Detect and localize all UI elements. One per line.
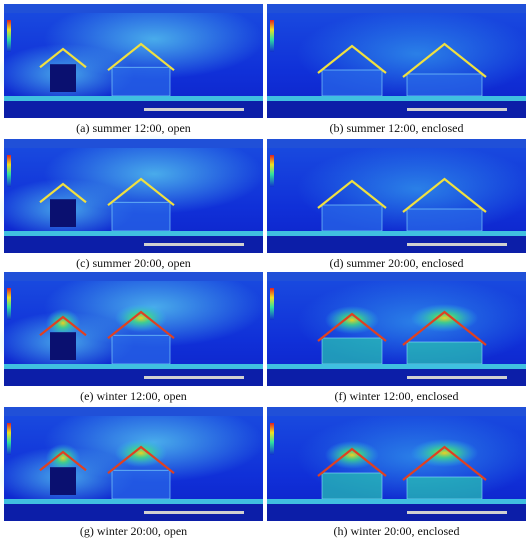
header-strip	[267, 139, 526, 148]
panel-caption: (d) summer 20:00, enclosed	[330, 256, 464, 270]
panel-caption: (c) summer 20:00, open	[76, 256, 191, 270]
simulation-panel: (c) summer 20:00, open	[0, 134, 264, 270]
header-strip	[4, 139, 263, 148]
heat-spot	[325, 306, 379, 334]
simulation-panel: (d) summer 20:00, enclosed	[267, 139, 530, 270]
ground-base	[267, 236, 526, 253]
simulation-panel: (b) summer 12:00, enclosed	[267, 4, 530, 135]
house-roof	[39, 315, 87, 337]
ground-base	[4, 101, 263, 118]
house-wall	[111, 334, 171, 365]
ground	[4, 364, 263, 369]
house-wall	[111, 469, 171, 500]
header-strip	[4, 407, 263, 416]
simulation-panel: (h) winter 20:00, enclosed	[267, 407, 530, 538]
house-opening	[50, 64, 76, 92]
house-opening	[50, 332, 76, 360]
legend-bar	[270, 155, 274, 187]
ground-base	[4, 369, 263, 386]
panel-caption: (h) winter 20:00, enclosed	[334, 524, 460, 538]
ground	[267, 96, 526, 101]
house-roof	[402, 42, 487, 78]
heat-spot	[45, 309, 81, 337]
heat-spot	[410, 304, 479, 332]
ground-base	[267, 504, 526, 521]
panel-caption: (b) summer 12:00, enclosed	[330, 121, 464, 135]
legend-bar	[7, 20, 11, 52]
house-roof	[402, 445, 487, 481]
ground	[267, 364, 526, 369]
scale-bar	[144, 511, 244, 514]
panel-caption: (f) winter 12:00, enclosed	[335, 389, 459, 403]
ground	[267, 231, 526, 236]
house-wall	[406, 341, 483, 365]
legend-bar	[270, 423, 274, 455]
simulation-panel: (e) winter 12:00, open	[0, 267, 264, 403]
scale-bar	[407, 108, 507, 111]
heat-spot	[45, 444, 81, 472]
ground	[4, 231, 263, 236]
house-roof	[317, 179, 387, 209]
house-wall	[321, 69, 383, 97]
house-roof	[107, 445, 175, 475]
house-roof	[317, 447, 387, 477]
house-roof	[317, 44, 387, 74]
panel-caption: (a) summer 12:00, open	[76, 121, 191, 135]
header-strip	[4, 272, 263, 281]
simulation-panel: (f) winter 12:00, enclosed	[267, 272, 530, 403]
simulation-panel: (g) winter 20:00, open	[0, 402, 264, 538]
house-roof	[317, 312, 387, 342]
heat-spot	[325, 441, 379, 469]
legend-bar	[7, 423, 11, 455]
scale-bar	[407, 511, 507, 514]
heat-spot	[114, 304, 168, 332]
legend-bar	[270, 20, 274, 52]
house-wall	[321, 337, 383, 365]
simulation-panel: (a) summer 12:00, open	[0, 0, 264, 135]
legend-bar	[7, 288, 11, 320]
scale-bar	[407, 376, 507, 379]
house-roof	[39, 450, 87, 472]
ground-base	[267, 101, 526, 118]
heat-spot	[114, 439, 168, 467]
ground-base	[4, 504, 263, 521]
heat-spot	[410, 439, 479, 467]
panel-caption: (g) winter 20:00, open	[80, 524, 187, 538]
house-roof	[107, 42, 175, 72]
scale-bar	[144, 376, 244, 379]
house-roof	[39, 47, 87, 69]
house-wall	[406, 73, 483, 97]
house-roof	[402, 177, 487, 213]
ground	[4, 96, 263, 101]
scale-bar	[407, 243, 507, 246]
header-strip	[267, 407, 526, 416]
scale-bar	[144, 108, 244, 111]
house-wall	[111, 66, 171, 97]
legend-bar	[270, 288, 274, 320]
house-wall	[406, 476, 483, 500]
house-roof	[402, 310, 487, 346]
house-wall	[321, 204, 383, 232]
house-roof	[107, 310, 175, 340]
panel-caption: (e) winter 12:00, open	[80, 389, 187, 403]
header-strip	[267, 272, 526, 281]
header-strip	[4, 4, 263, 13]
house-wall	[321, 472, 383, 500]
house-roof	[39, 182, 87, 204]
ground-base	[267, 369, 526, 386]
ground	[267, 499, 526, 504]
house-roof	[107, 177, 175, 207]
house-wall	[406, 208, 483, 232]
house-opening	[50, 467, 76, 495]
house-wall	[111, 201, 171, 232]
header-strip	[267, 4, 526, 13]
legend-bar	[7, 155, 11, 187]
ground	[4, 499, 263, 504]
house-opening	[50, 199, 76, 227]
scale-bar	[144, 243, 244, 246]
ground-base	[4, 236, 263, 253]
